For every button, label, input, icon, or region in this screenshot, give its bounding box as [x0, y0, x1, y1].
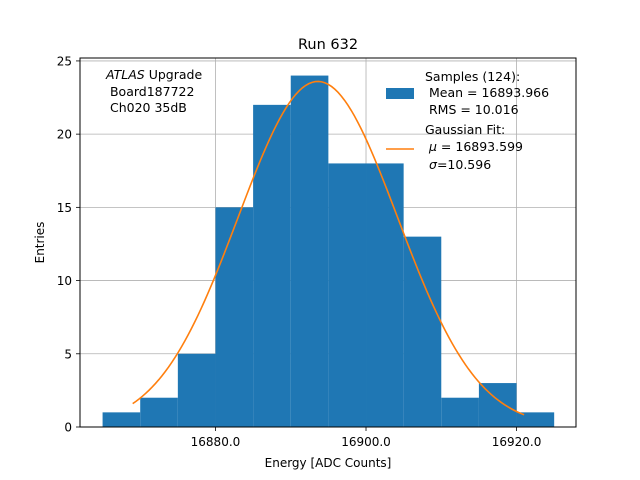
- annotation-line-3: Ch020 35dB: [106, 100, 187, 115]
- legend-samples-swatch: [386, 88, 414, 99]
- legend-sigma-symbol: σ: [429, 157, 438, 172]
- y-tick-label-2: 10: [57, 274, 72, 288]
- legend-samples-line-1: Samples (124):: [425, 69, 520, 84]
- histogram-bars: [102, 75, 555, 428]
- y-axis-ticks: 0 5 10 15 20 25: [57, 54, 80, 435]
- annotation-line-2: Board187722: [106, 84, 194, 99]
- y-tick-label-4: 20: [57, 128, 72, 142]
- histogram-bar-10: [478, 383, 517, 427]
- gaussian-fit-curve: [132, 80, 525, 416]
- chart-title: Run 632: [298, 37, 358, 53]
- legend-samples-line-3: RMS = 10.016: [425, 102, 519, 117]
- histogram-bar-7: [366, 163, 404, 427]
- y-tick-label-0: 0: [64, 421, 72, 435]
- histogram-bar-2: [177, 353, 216, 427]
- x-axis-ticks: 16880.0 16900.0 16920.0: [191, 427, 542, 449]
- histogram-bar-6: [328, 163, 367, 427]
- legend-sigma-value: =10.596: [437, 157, 491, 172]
- plot-frame: [79, 57, 577, 428]
- histogram-bar-1: [140, 397, 178, 427]
- x-tick-label-0: 16880.0: [191, 435, 241, 449]
- legend-mu-symbol: μ: [428, 139, 437, 154]
- legend-fit-sigma: σ=10.596: [429, 157, 491, 172]
- histogram-bar-9: [441, 397, 479, 427]
- histogram-bar-11: [516, 412, 555, 427]
- y-tick-label-1: 5: [64, 347, 72, 361]
- annotation-italic: ATLAS: [105, 67, 145, 82]
- y-axis-label: Entries: [33, 222, 47, 264]
- histogram-bar-3: [215, 207, 254, 427]
- annotation-line-1-rest: Upgrade: [145, 67, 203, 82]
- legend-fit-line-1: Gaussian Fit:: [425, 122, 505, 137]
- legend: Samples (124): Mean = 16893.966 RMS = 10…: [386, 69, 549, 172]
- legend-samples-line-2: Mean = 16893.966: [425, 85, 549, 100]
- y-tick-label-3: 15: [57, 201, 72, 215]
- legend-mu-value: = 16893.599: [437, 139, 523, 154]
- annotation-line-1: ATLAS Upgrade: [105, 67, 202, 82]
- histogram-bar-5: [290, 75, 329, 428]
- histogram-bar-4: [253, 104, 291, 427]
- x-tick-label-2: 16920.0: [492, 435, 542, 449]
- x-axis-label: Energy [ADC Counts]: [265, 456, 392, 470]
- y-tick-label-5: 25: [57, 54, 72, 68]
- histogram-bar-0: [102, 412, 141, 427]
- annotation-text: ATLAS Upgrade Board187722 Ch020 35dB: [105, 67, 202, 115]
- x-tick-label-1: 16900.0: [341, 435, 391, 449]
- histogram-bar-8: [403, 236, 442, 427]
- legend-fit-mu: μ = 16893.599: [428, 139, 523, 154]
